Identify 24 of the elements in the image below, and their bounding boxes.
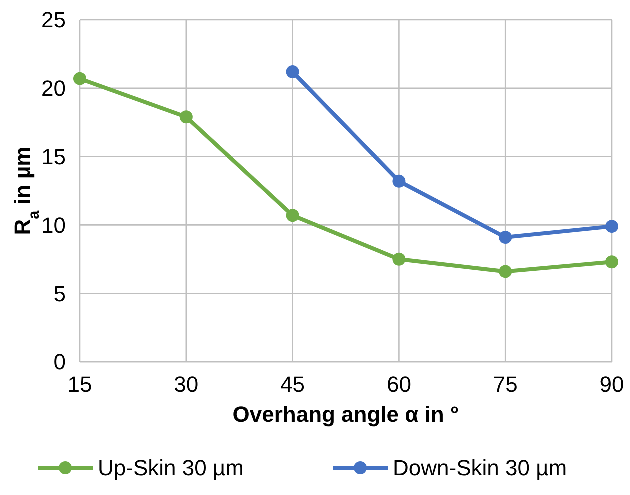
legend-label: Down-Skin 30 µm [393, 456, 568, 481]
x-tick-label: 30 [174, 372, 199, 397]
y-tick-label: 0 [54, 350, 66, 375]
point [286, 209, 300, 222]
x-tick-label: 45 [280, 372, 306, 397]
x-tick-label: 90 [600, 372, 624, 397]
x-tick-label: 75 [493, 372, 518, 397]
y-tick-label: 25 [42, 8, 66, 33]
point [499, 265, 512, 278]
y-tick-label: 5 [54, 281, 66, 306]
point [392, 174, 406, 188]
x-axis-title: Overhang angle α in ° [232, 402, 460, 427]
y-tick-label: 10 [42, 212, 66, 238]
y-tick-label: 20 [42, 76, 66, 102]
x-tick-label: 60 [386, 372, 412, 397]
point [286, 65, 300, 78]
point [180, 110, 193, 124]
y-tick-label: 15 [42, 144, 66, 170]
point [606, 220, 618, 234]
point [392, 252, 406, 266]
point [499, 231, 512, 244]
point [606, 256, 618, 269]
legend-label: Up-Skin 30 µm [98, 456, 244, 481]
point [74, 72, 86, 86]
